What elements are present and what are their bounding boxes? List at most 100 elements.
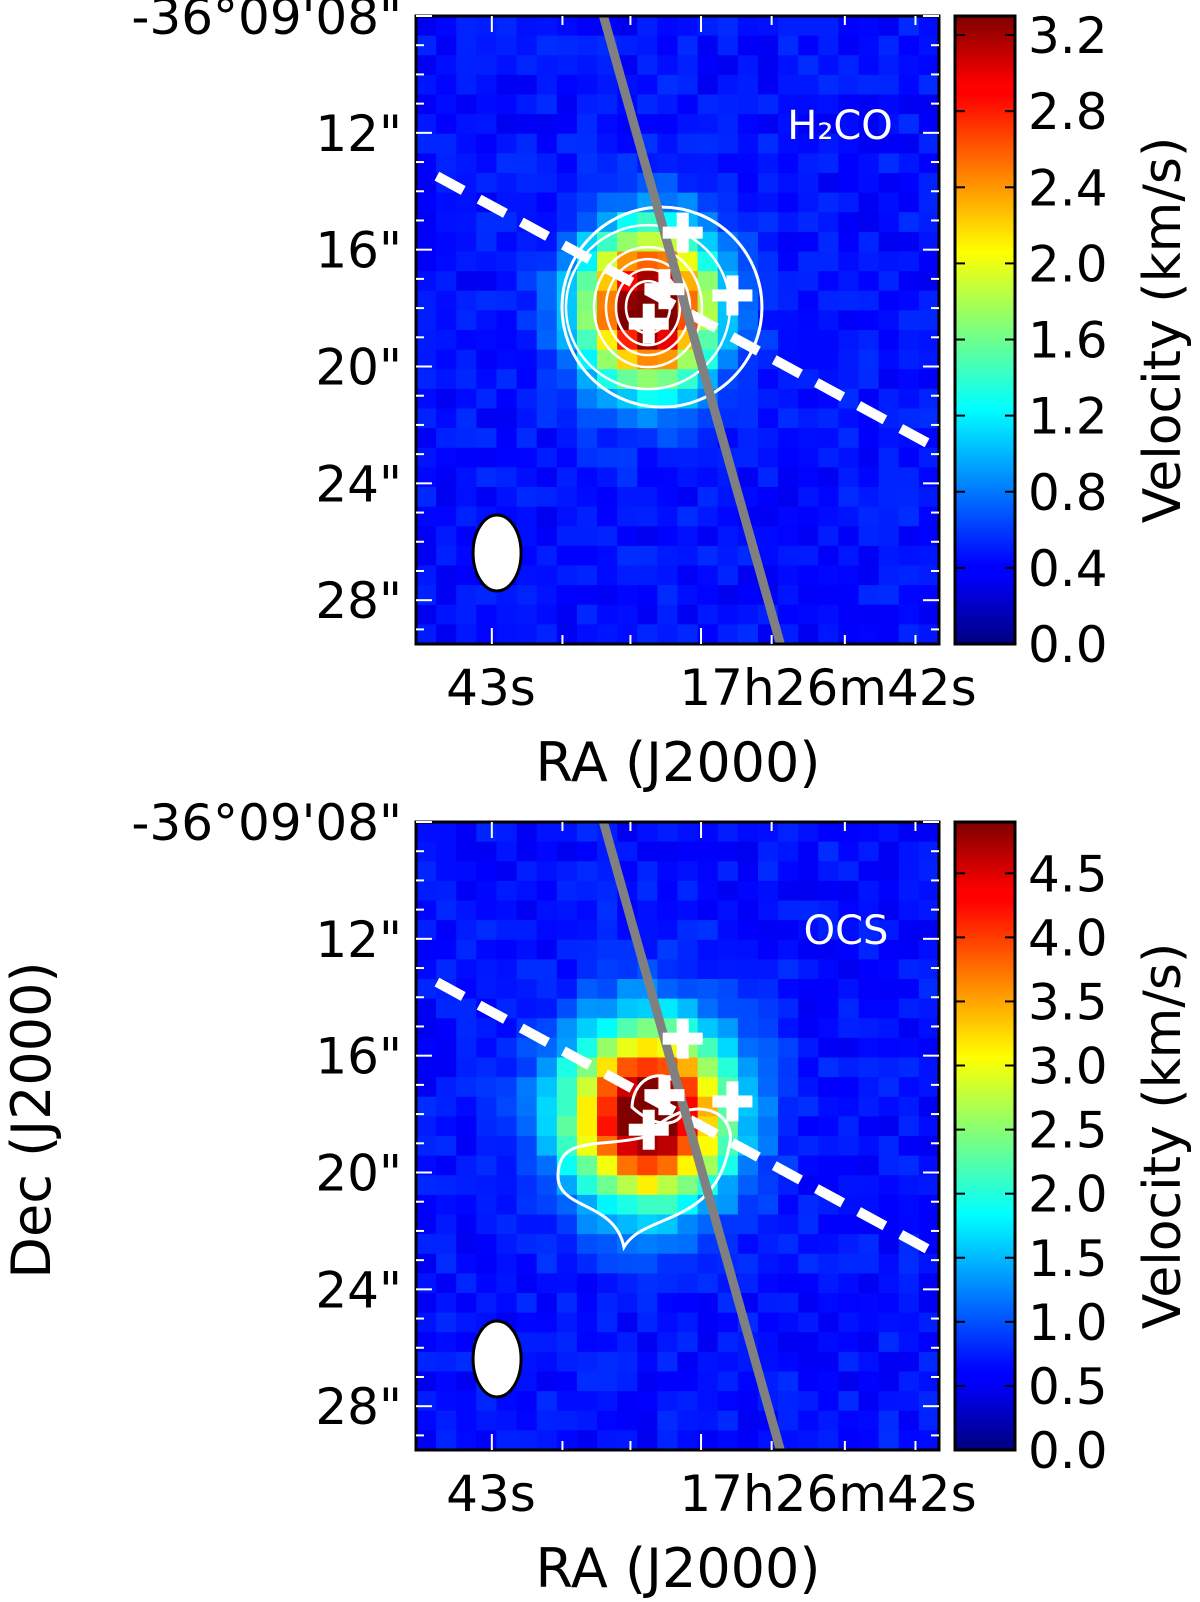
map-pixel — [436, 74, 457, 96]
map-pixel — [496, 16, 518, 37]
map-pixel — [778, 290, 799, 311]
map-pixel — [677, 408, 699, 429]
map-pixel — [416, 1037, 437, 1059]
map-pixel — [637, 506, 658, 527]
colorbar-tick-label: 3.2 — [1028, 7, 1108, 65]
map-pixel — [878, 920, 900, 941]
ocs-colorbar-label: Velocity (km/s) — [1133, 943, 1193, 1329]
map-pixel — [838, 1332, 860, 1353]
map-pixel — [798, 1018, 819, 1039]
map-pixel — [496, 841, 518, 862]
map-pixel — [576, 1214, 598, 1235]
map-pixel — [898, 506, 920, 527]
map-pixel — [556, 94, 578, 115]
map-pixel — [597, 585, 618, 606]
map-pixel — [597, 1018, 618, 1039]
map-pixel — [878, 1175, 900, 1196]
map-pixel — [737, 447, 759, 468]
map-pixel — [878, 35, 900, 56]
map-pixel — [416, 920, 437, 941]
map-pixel — [556, 998, 578, 1019]
map-pixel — [516, 939, 538, 960]
map-pixel — [737, 585, 759, 606]
map-pixel — [576, 604, 598, 625]
map-pixel — [878, 447, 900, 468]
map-pixel — [898, 1351, 920, 1373]
map-pixel — [556, 939, 578, 960]
map-pixel — [697, 1136, 719, 1157]
map-pixel — [597, 506, 618, 527]
map-pixel — [818, 212, 840, 233]
map-pixel — [456, 251, 477, 272]
map-pixel — [536, 900, 558, 921]
map-pixel — [798, 16, 819, 37]
map-pixel — [858, 822, 880, 843]
map-pixel — [798, 861, 819, 882]
dec-tick-label: 12" — [315, 105, 402, 163]
map-pixel — [617, 428, 638, 449]
map-pixel — [838, 1430, 860, 1450]
map-pixel — [476, 841, 498, 862]
map-pixel — [818, 939, 840, 960]
map-pixel — [757, 822, 779, 843]
map-pixel — [496, 153, 518, 174]
map-pixel — [858, 585, 880, 606]
map-pixel — [416, 585, 437, 606]
map-pixel — [677, 822, 699, 843]
map-pixel — [617, 1253, 638, 1274]
map-pixel — [637, 1253, 658, 1274]
map-pixel — [838, 231, 860, 253]
map-pixel — [556, 447, 578, 468]
map-pixel — [416, 330, 437, 351]
contour-line — [614, 267, 682, 347]
map-pixel — [556, 1234, 578, 1255]
map-pixel — [416, 231, 437, 253]
map-pixel — [878, 1391, 900, 1412]
ra-tick-label: 43s — [446, 1465, 536, 1523]
map-pixel — [878, 1077, 900, 1098]
map-pixel — [918, 349, 939, 370]
map-pixel — [878, 1253, 900, 1274]
map-pixel — [717, 173, 739, 194]
map-pixel — [778, 1312, 799, 1333]
map-pixel — [838, 55, 860, 76]
map-pixel — [798, 545, 819, 567]
map-pixel — [456, 74, 477, 96]
map-pixel — [657, 74, 679, 96]
colorbar-tick-label: 0.8 — [1028, 464, 1108, 522]
map-pixel — [737, 16, 759, 37]
map-pixel — [878, 900, 900, 921]
map-pixel — [496, 74, 518, 96]
map-pixel — [737, 822, 759, 843]
map-pixel — [436, 1430, 457, 1450]
map-pixel — [697, 1332, 719, 1353]
map-pixel — [778, 173, 799, 194]
map-pixel — [476, 173, 498, 194]
map-pixel — [617, 526, 638, 547]
map-pixel — [657, 604, 679, 625]
map-pixel — [677, 1155, 699, 1176]
map-pixel — [456, 1312, 477, 1333]
source-marker — [642, 1109, 655, 1150]
map-pixel — [918, 290, 939, 311]
map-pixel — [757, 467, 779, 488]
map-pixel — [516, 1371, 538, 1392]
map-pixel — [556, 1332, 578, 1353]
map-pixel — [617, 1018, 638, 1039]
map-pixel — [757, 114, 779, 135]
map-pixel — [878, 1273, 900, 1294]
map-pixel — [778, 330, 799, 351]
map-pixel — [476, 979, 498, 1000]
map-pixel — [737, 998, 759, 1019]
map-pixel — [757, 920, 779, 941]
map-pixel — [416, 369, 437, 390]
map-pixel — [576, 35, 598, 56]
map-pixel — [456, 388, 477, 410]
map-pixel — [677, 447, 699, 468]
map-pixel — [818, 114, 840, 135]
map-pixel — [476, 1096, 498, 1117]
map-pixel — [798, 1234, 819, 1255]
map-pixel — [918, 192, 939, 213]
map-pixel — [516, 959, 538, 980]
map-pixel — [597, 998, 618, 1019]
